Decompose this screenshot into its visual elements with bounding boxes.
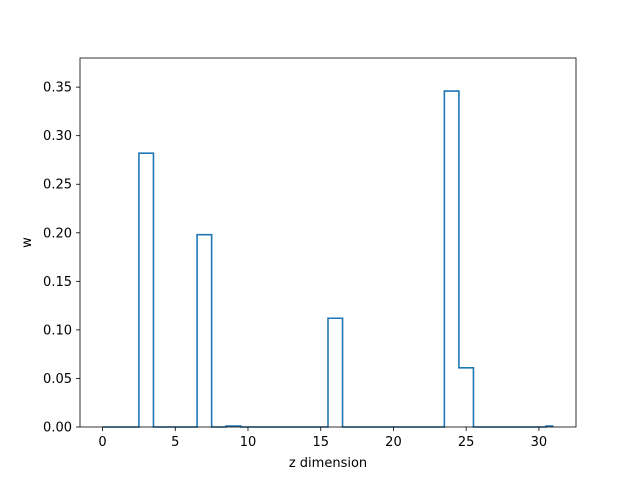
x-tick-label: 15 xyxy=(312,435,329,450)
x-tick-label: 20 xyxy=(385,435,402,450)
y-tick-label: 0.05 xyxy=(43,372,72,387)
y-tick-label: 0.00 xyxy=(43,421,72,436)
y-tick-label: 0.10 xyxy=(43,323,72,338)
x-tick-label: 25 xyxy=(458,435,475,450)
axes-frame xyxy=(79,57,577,428)
y-tick-label: 0.30 xyxy=(43,129,72,144)
y-tick-label: 0.20 xyxy=(43,226,72,241)
x-tick-label: 30 xyxy=(531,435,548,450)
y-tick-label: 0.25 xyxy=(43,178,72,193)
y-axis-label: w xyxy=(20,237,35,248)
x-tick-label: 10 xyxy=(240,435,257,450)
x-axis-label: z dimension xyxy=(289,456,367,471)
y-tick-label: 0.15 xyxy=(43,275,72,290)
axis-ticks: 0 5 10 15 20 25 30 0.00 0.05 0.10 0.15 0.20 0.25 0.30… xyxy=(43,81,547,450)
x-tick-label: 5 xyxy=(171,435,179,450)
x-tick-label: 0 xyxy=(98,435,106,450)
y-tick-label: 0.35 xyxy=(43,81,72,96)
